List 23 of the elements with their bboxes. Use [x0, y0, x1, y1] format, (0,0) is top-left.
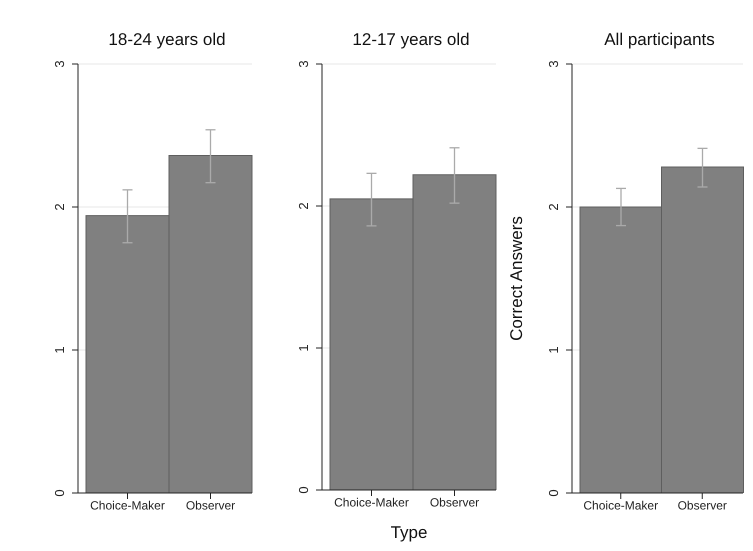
- y-tick-label: 3: [52, 60, 67, 68]
- chart-title: 12-17 years old: [351, 29, 471, 49]
- y-tick-label: 1: [296, 344, 311, 352]
- y-tick-label: 3: [546, 60, 561, 68]
- y-tick-label: 0: [52, 489, 67, 497]
- y-tick-label: 0: [296, 486, 311, 494]
- y-tick-label: 0: [546, 489, 561, 497]
- y-tick-label: 1: [52, 346, 67, 354]
- x-tick-label: Choice-Maker: [90, 498, 165, 513]
- x-tick-label: Choice-Maker: [583, 498, 658, 513]
- y-tick-label: 2: [296, 202, 311, 210]
- chart-title: 18-24 years old: [107, 29, 227, 49]
- x-tick-label: Observer: [678, 498, 727, 513]
- y-tick-label: 1: [546, 346, 561, 354]
- chart-title: All participants: [603, 29, 716, 49]
- y-axis-title: Correct Answers: [507, 216, 526, 341]
- x-tick-label: Observer: [186, 498, 236, 513]
- y-tick-label: 3: [296, 60, 311, 68]
- x-axis-title: Type: [390, 523, 428, 542]
- y-tick-label: 2: [52, 203, 67, 211]
- x-tick-label: Choice-Maker: [334, 496, 409, 510]
- y-tick-label: 2: [546, 203, 561, 211]
- x-tick-label: Observer: [430, 496, 480, 510]
